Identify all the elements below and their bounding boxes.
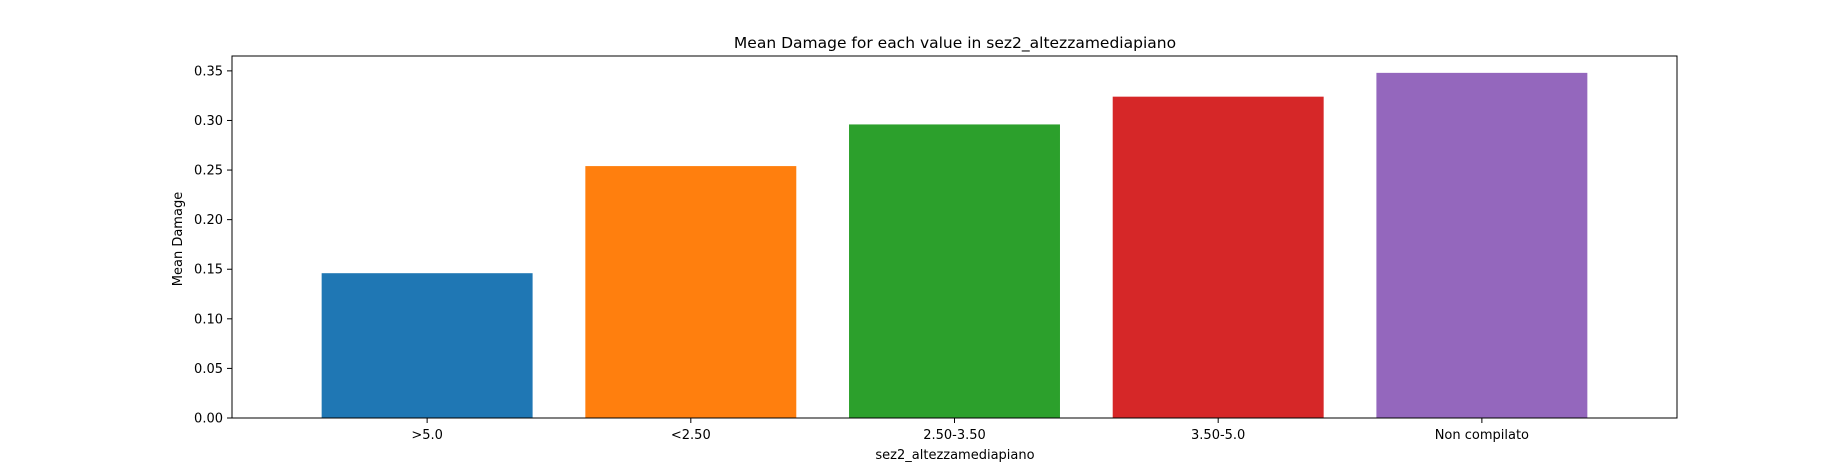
y-tick-label: 0.35 bbox=[194, 64, 223, 79]
x-tick-label: 2.50-3.50 bbox=[923, 428, 986, 443]
y-tick-label: 0.05 bbox=[194, 362, 223, 377]
y-tick-label: 0.10 bbox=[194, 312, 223, 327]
bar-1 bbox=[585, 166, 797, 418]
y-tick-label: 0.25 bbox=[194, 164, 223, 179]
x-tick-label: >5.0 bbox=[411, 428, 443, 443]
y-tick-label: 0.00 bbox=[194, 412, 223, 427]
chart-title: Mean Damage for each value in sez2_altez… bbox=[734, 34, 1176, 53]
plot-area-frame bbox=[231, 55, 1678, 419]
y-axis-label: Mean Damage bbox=[171, 192, 186, 286]
y-tick-label: 0.20 bbox=[194, 213, 223, 228]
bar-4 bbox=[1376, 72, 1588, 418]
bar-0 bbox=[321, 273, 533, 418]
y-axis-ticks: 0.00 0.05 0.10 0.15 0.20 0.25 0.30 0.35 bbox=[194, 64, 232, 427]
x-axis-label: sez2_altezzamediapiano bbox=[875, 448, 1034, 463]
x-axis-ticks: >5.0 <2.50 2.50-3.50 3.50-5.0 Non compilato bbox=[411, 418, 1529, 443]
x-tick-label: <2.50 bbox=[671, 428, 711, 443]
y-tick-label: 0.30 bbox=[194, 114, 223, 129]
bars-group bbox=[321, 72, 1588, 419]
y-tick-label: 0.15 bbox=[194, 263, 223, 278]
x-tick-label: Non compilato bbox=[1435, 428, 1529, 443]
x-tick-label: 3.50-5.0 bbox=[1191, 428, 1245, 443]
bar-2 bbox=[849, 124, 1060, 419]
bar-3 bbox=[1112, 96, 1324, 418]
